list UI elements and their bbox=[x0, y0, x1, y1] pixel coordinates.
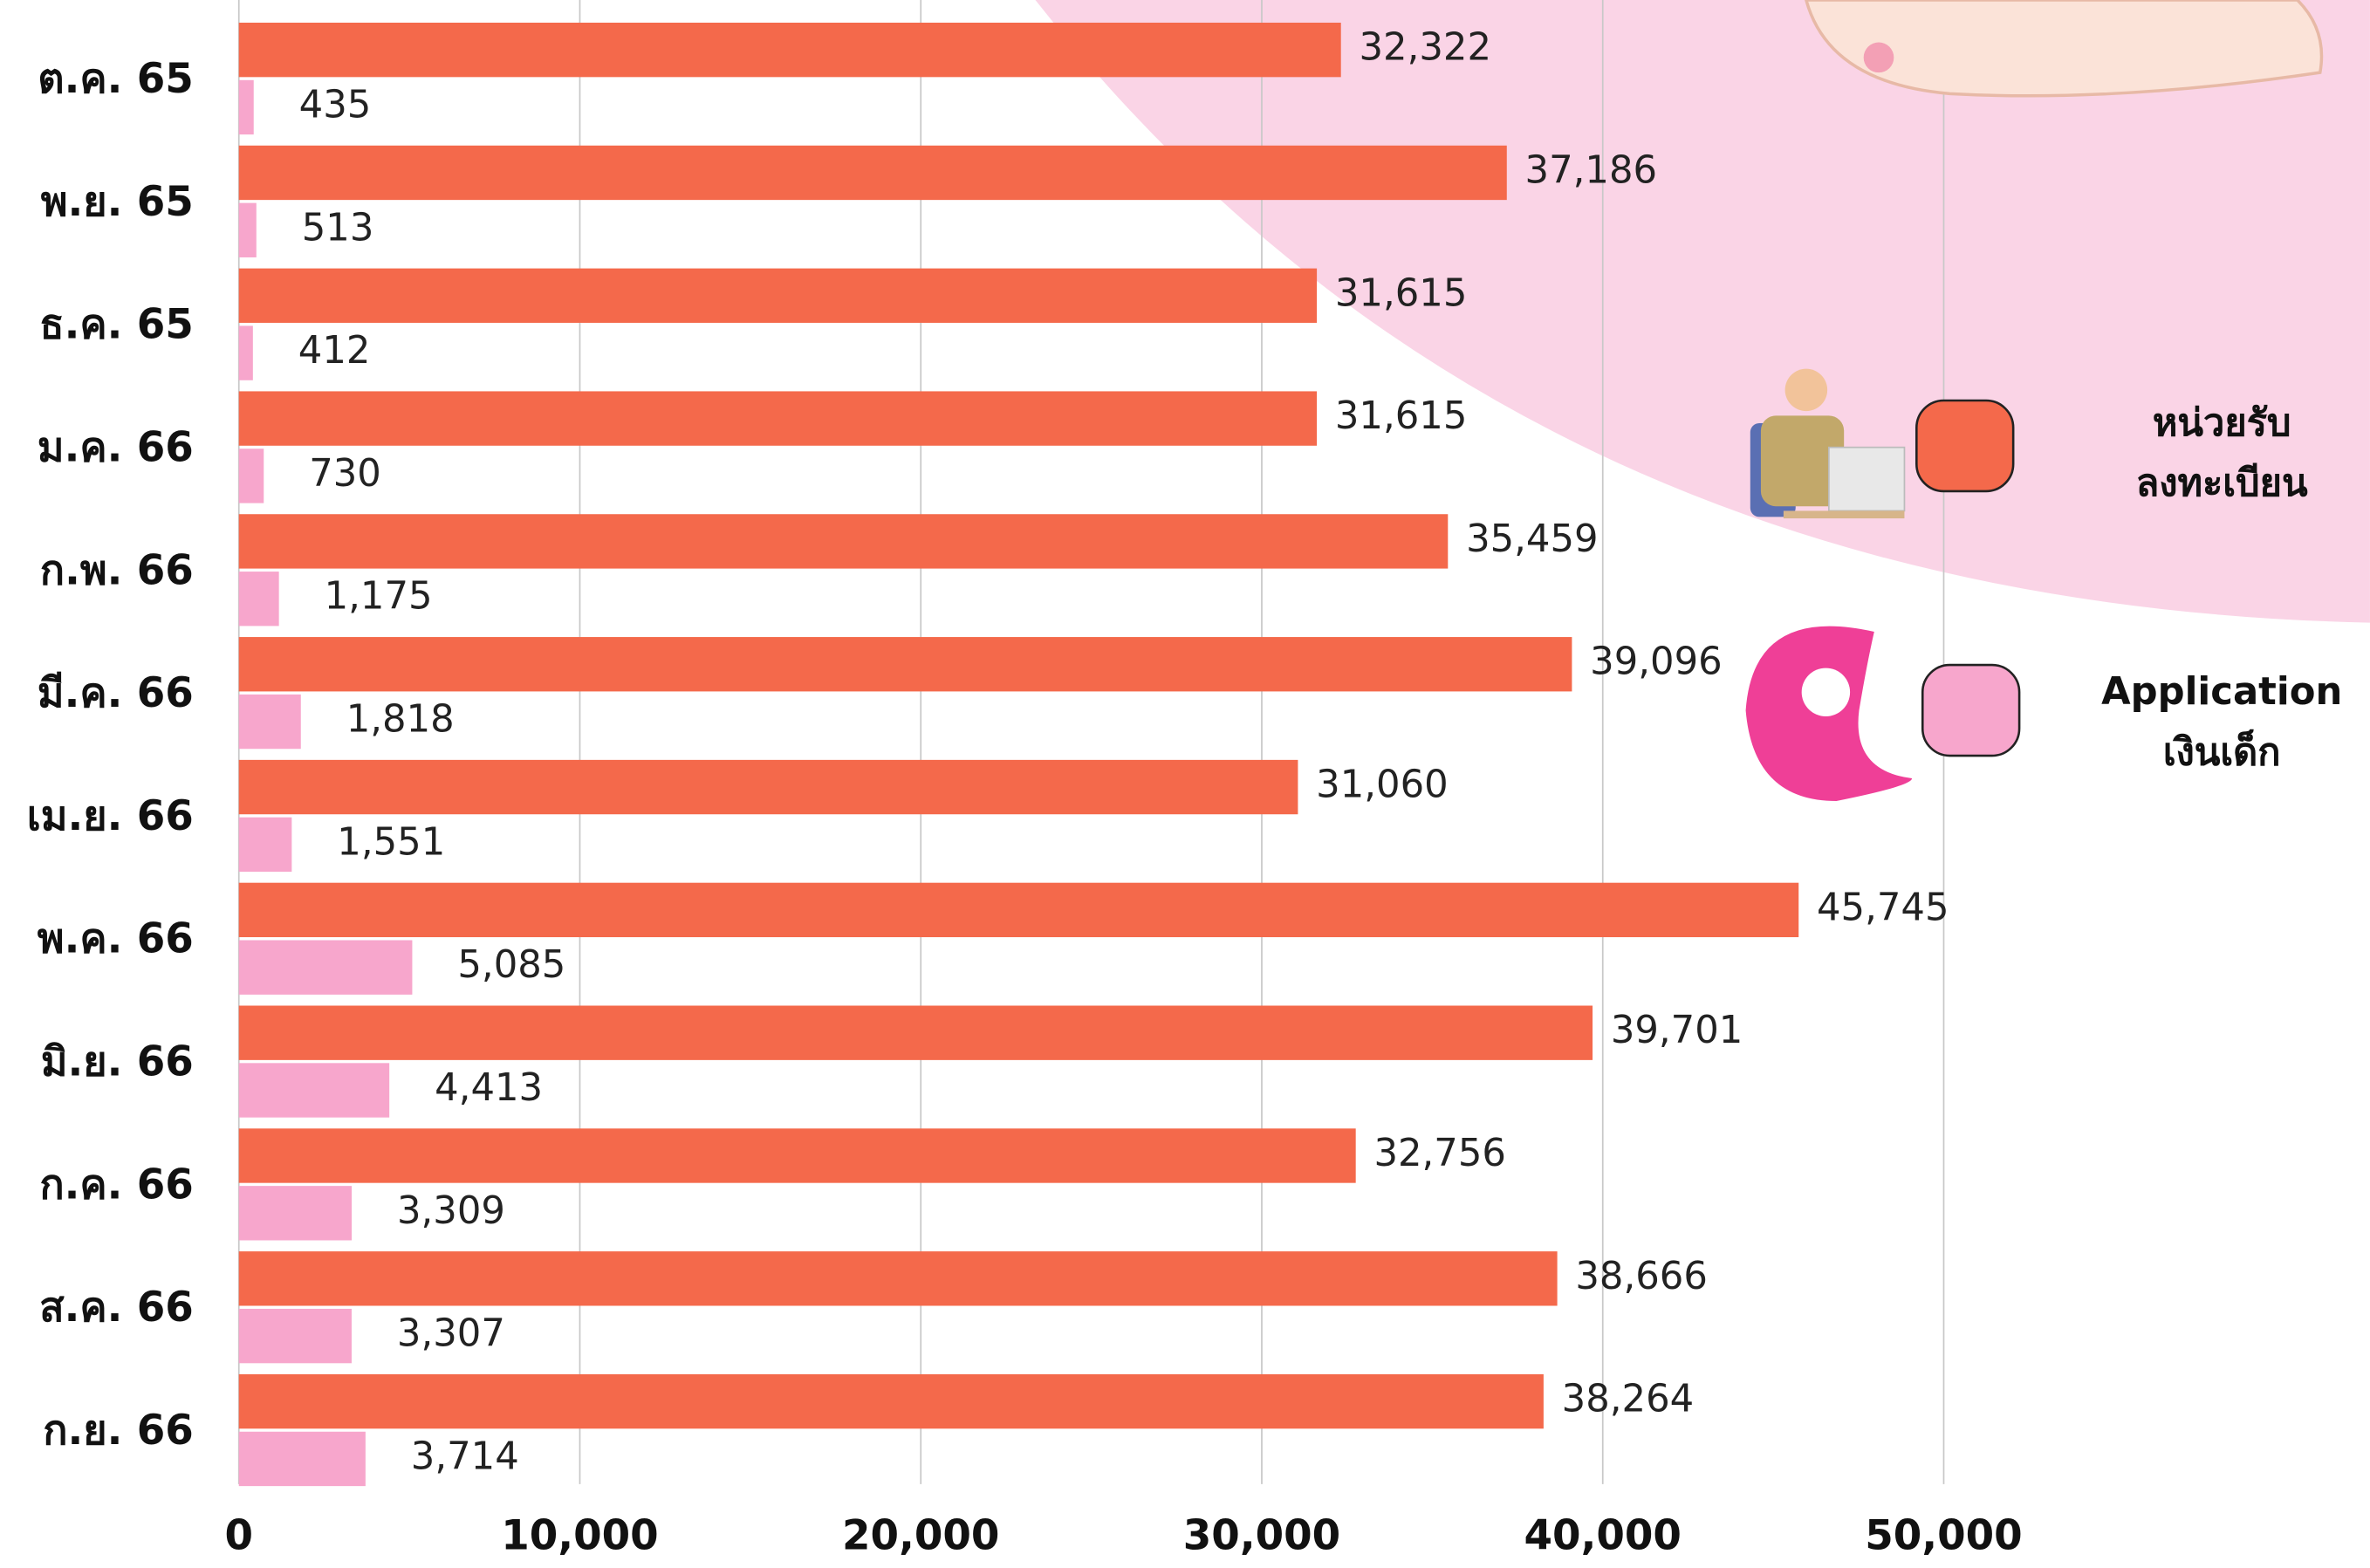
y-tick-label: ม.ค. 66 bbox=[38, 424, 194, 471]
bar bbox=[239, 203, 257, 257]
x-tick-label: 0 bbox=[224, 1513, 253, 1560]
value-label: 3,714 bbox=[411, 1434, 519, 1478]
value-label: 513 bbox=[302, 206, 374, 250]
page: {"chart_data": {"type": "hbar", "categor… bbox=[0, 0, 2370, 1568]
value-label: 1,551 bbox=[337, 820, 445, 864]
y-tick-label: ต.ค. 65 bbox=[38, 56, 194, 103]
x-tick-label: 20,000 bbox=[842, 1513, 999, 1560]
bar bbox=[239, 80, 254, 134]
bar bbox=[239, 1063, 389, 1117]
value-label: 37,186 bbox=[1525, 148, 1658, 192]
bar bbox=[239, 1374, 1544, 1428]
y-tick-label: เม.ย. 66 bbox=[27, 793, 194, 840]
value-label: 4,413 bbox=[435, 1066, 543, 1110]
value-label: 1,175 bbox=[325, 575, 433, 619]
value-label: 39,096 bbox=[1590, 640, 1723, 684]
bar bbox=[239, 23, 1341, 77]
value-label: 5,085 bbox=[457, 943, 565, 987]
bar bbox=[239, 325, 253, 380]
y-tick-label: ก.พ. 66 bbox=[40, 547, 194, 594]
value-label: 31,060 bbox=[1316, 763, 1449, 807]
bar bbox=[239, 146, 1507, 200]
value-label: 45,745 bbox=[1817, 886, 1949, 929]
value-label: 31,615 bbox=[1335, 394, 1468, 438]
bar bbox=[239, 269, 1317, 323]
value-label: 412 bbox=[298, 329, 371, 373]
bar bbox=[239, 1006, 1593, 1060]
value-label: 3,309 bbox=[397, 1189, 505, 1233]
legend-swatch bbox=[1922, 665, 2019, 756]
bar bbox=[239, 1432, 366, 1486]
chart: หน่วยรับ ลงทะเบียน Application เงินเด็ก … bbox=[0, 0, 2370, 1568]
bar bbox=[239, 514, 1449, 568]
bar bbox=[239, 883, 1798, 937]
y-tick-label: มิ.ย. 66 bbox=[41, 1039, 194, 1086]
bar bbox=[239, 941, 413, 995]
bar bbox=[239, 760, 1298, 814]
value-label: 32,756 bbox=[1373, 1132, 1506, 1175]
y-tick-label: พ.ย. 65 bbox=[41, 179, 194, 226]
legend-entry: Application เงินเด็ก bbox=[2073, 662, 2369, 798]
value-label: 38,666 bbox=[1575, 1255, 1708, 1298]
bar bbox=[239, 1128, 1356, 1182]
value-label: 38,264 bbox=[1562, 1378, 1695, 1421]
value-label: 39,701 bbox=[1611, 1009, 1743, 1052]
value-label: 3,307 bbox=[397, 1312, 505, 1356]
y-tick-label: ก.ค. 66 bbox=[39, 1161, 193, 1209]
bar bbox=[239, 695, 301, 749]
y-tick-label: ธ.ค. 65 bbox=[39, 302, 194, 349]
bar bbox=[239, 1186, 352, 1240]
bar bbox=[239, 1251, 1558, 1305]
value-label: 35,459 bbox=[1466, 517, 1599, 561]
bar bbox=[239, 391, 1317, 445]
bar bbox=[239, 1309, 352, 1363]
y-tick-label: ก.ย. 66 bbox=[43, 1407, 194, 1455]
mother-icon bbox=[1746, 627, 1913, 801]
value-label: 435 bbox=[299, 83, 372, 127]
legend-label: หน่วยรับ ลงทะเบียน bbox=[2131, 393, 2312, 514]
bar bbox=[239, 818, 292, 872]
y-tick-label: มี.ค. 66 bbox=[38, 670, 194, 717]
y-tick-label: พ.ค. 66 bbox=[38, 916, 194, 963]
x-tick-label: 10,000 bbox=[501, 1513, 658, 1560]
value-label: 31,615 bbox=[1335, 271, 1468, 315]
legend-entry: หน่วยรับ ลงทะเบียน bbox=[2086, 393, 2358, 529]
x-tick-label: 40,000 bbox=[1524, 1513, 1682, 1560]
legend-swatch bbox=[1916, 401, 2013, 491]
x-tick-label: 30,000 bbox=[1183, 1513, 1340, 1560]
value-label: 1,818 bbox=[346, 698, 455, 742]
bar bbox=[239, 448, 264, 503]
y-tick-label: ส.ค. 66 bbox=[39, 1284, 194, 1332]
bar bbox=[239, 637, 1572, 691]
bar bbox=[239, 572, 279, 626]
baby-illustration bbox=[1806, 0, 2322, 96]
legend-label: Application เงินเด็ก bbox=[2086, 662, 2358, 784]
value-label: 32,322 bbox=[1360, 26, 1492, 70]
x-tick-label: 50,000 bbox=[1865, 1513, 2022, 1560]
value-label: 730 bbox=[309, 452, 381, 496]
